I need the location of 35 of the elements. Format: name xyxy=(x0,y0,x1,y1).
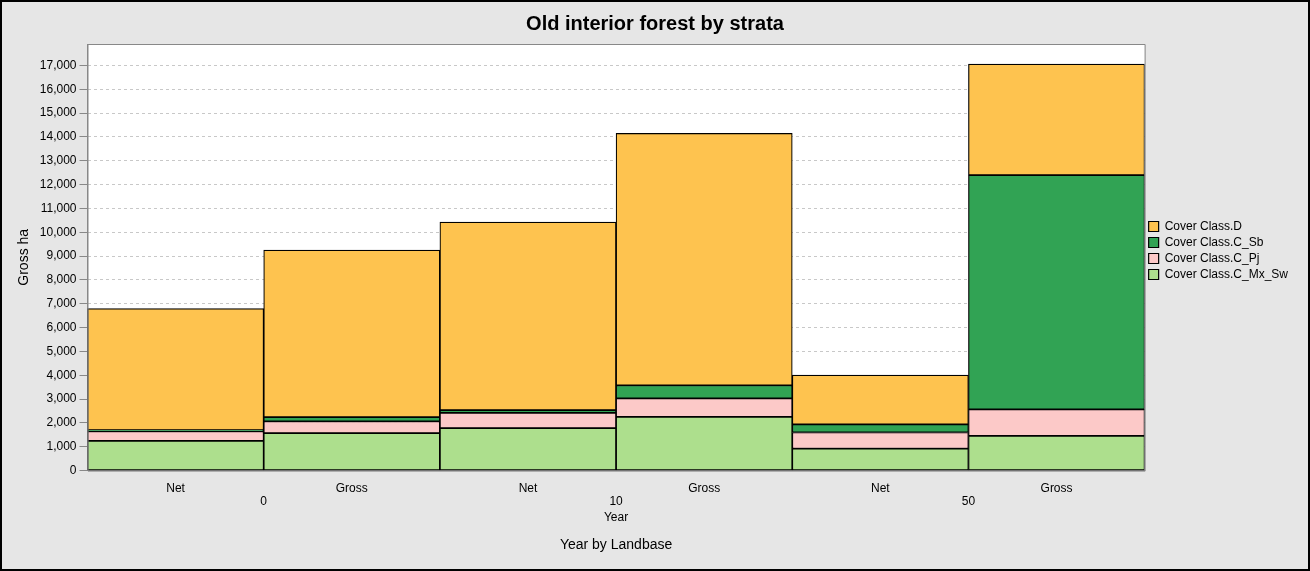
y-tick-label: 10,000 xyxy=(39,224,77,239)
y-tick-label: 2,000 xyxy=(46,415,77,430)
y-tick-label: 0 xyxy=(69,462,77,477)
y-tick-label: 16,000 xyxy=(39,81,77,96)
y-tick-label: 7,000 xyxy=(46,296,77,311)
y-tick-label: 9,000 xyxy=(46,248,77,263)
legend-label: Cover Class.D xyxy=(1164,218,1243,233)
legend-label: Cover Class.C_Pj xyxy=(1164,250,1260,265)
y-tick-label: 13,000 xyxy=(39,153,77,168)
y-tick-label: 5,000 xyxy=(46,343,77,358)
y-tick-label: 12,000 xyxy=(39,176,77,191)
y-tick-label: 4,000 xyxy=(46,367,77,382)
x-axis-title: Year xyxy=(603,509,629,524)
y-tick-label: 17,000 xyxy=(39,57,77,72)
text: 0 xyxy=(260,493,268,508)
text: Year by Landbase xyxy=(559,536,673,553)
chart-title: Old interior forest by strata xyxy=(526,11,785,34)
x-tick-label: Gross xyxy=(1040,481,1073,496)
y-axis-title: Gross ha xyxy=(15,228,32,286)
x-tick-label: Net xyxy=(518,481,538,496)
x-tick-label: Gross xyxy=(688,481,721,496)
y-tick-label: 3,000 xyxy=(46,391,77,406)
y-tick-label: 15,000 xyxy=(39,105,77,120)
y-tick-label: 14,000 xyxy=(39,129,77,144)
text: 50 xyxy=(961,493,976,508)
text: 10 xyxy=(609,493,624,508)
legend-label: Cover Class.C_Mx_Sw xyxy=(1164,266,1289,281)
y-tick-label: 11,000 xyxy=(40,200,77,215)
legend-label: Cover Class.C_Sb xyxy=(1164,234,1264,249)
x-tick-label: Net xyxy=(871,481,891,496)
x-tick-label: Gross xyxy=(335,481,368,496)
y-tick-label: 6,000 xyxy=(46,319,77,334)
y-tick-label: 1,000 xyxy=(46,439,77,454)
y-tick-label: 8,000 xyxy=(46,272,77,287)
x-tick-label: Net xyxy=(166,481,186,496)
